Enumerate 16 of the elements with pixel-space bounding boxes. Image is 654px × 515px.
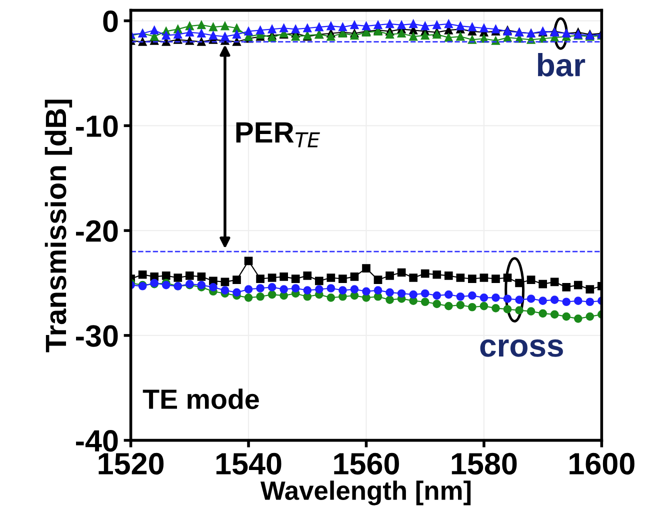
- annotation: TE mode: [142, 388, 259, 410]
- y-tick-label: -20: [76, 220, 118, 242]
- x-tick-label: 1520: [98, 452, 164, 475]
- x-tick-label: 1600: [570, 452, 634, 475]
- y-tick-label: 0: [103, 10, 118, 32]
- x-tick-label: 1540: [216, 452, 282, 475]
- y-tick-label: -40: [76, 430, 118, 452]
- y-axis-title: Transmission [dB]: [44, 100, 72, 352]
- annotation: cross: [480, 339, 563, 357]
- y-tick-label: -30: [76, 325, 118, 347]
- y-tick-label: -10: [76, 115, 118, 138]
- annotation: bar: [538, 53, 586, 76]
- x-tick-label: 1580: [452, 452, 517, 475]
- x-axis-title: Wavelength [nm]: [260, 480, 471, 506]
- annotation: PER$_{TE}$: [236, 122, 320, 148]
- x-tick-label: 1560: [334, 452, 399, 475]
